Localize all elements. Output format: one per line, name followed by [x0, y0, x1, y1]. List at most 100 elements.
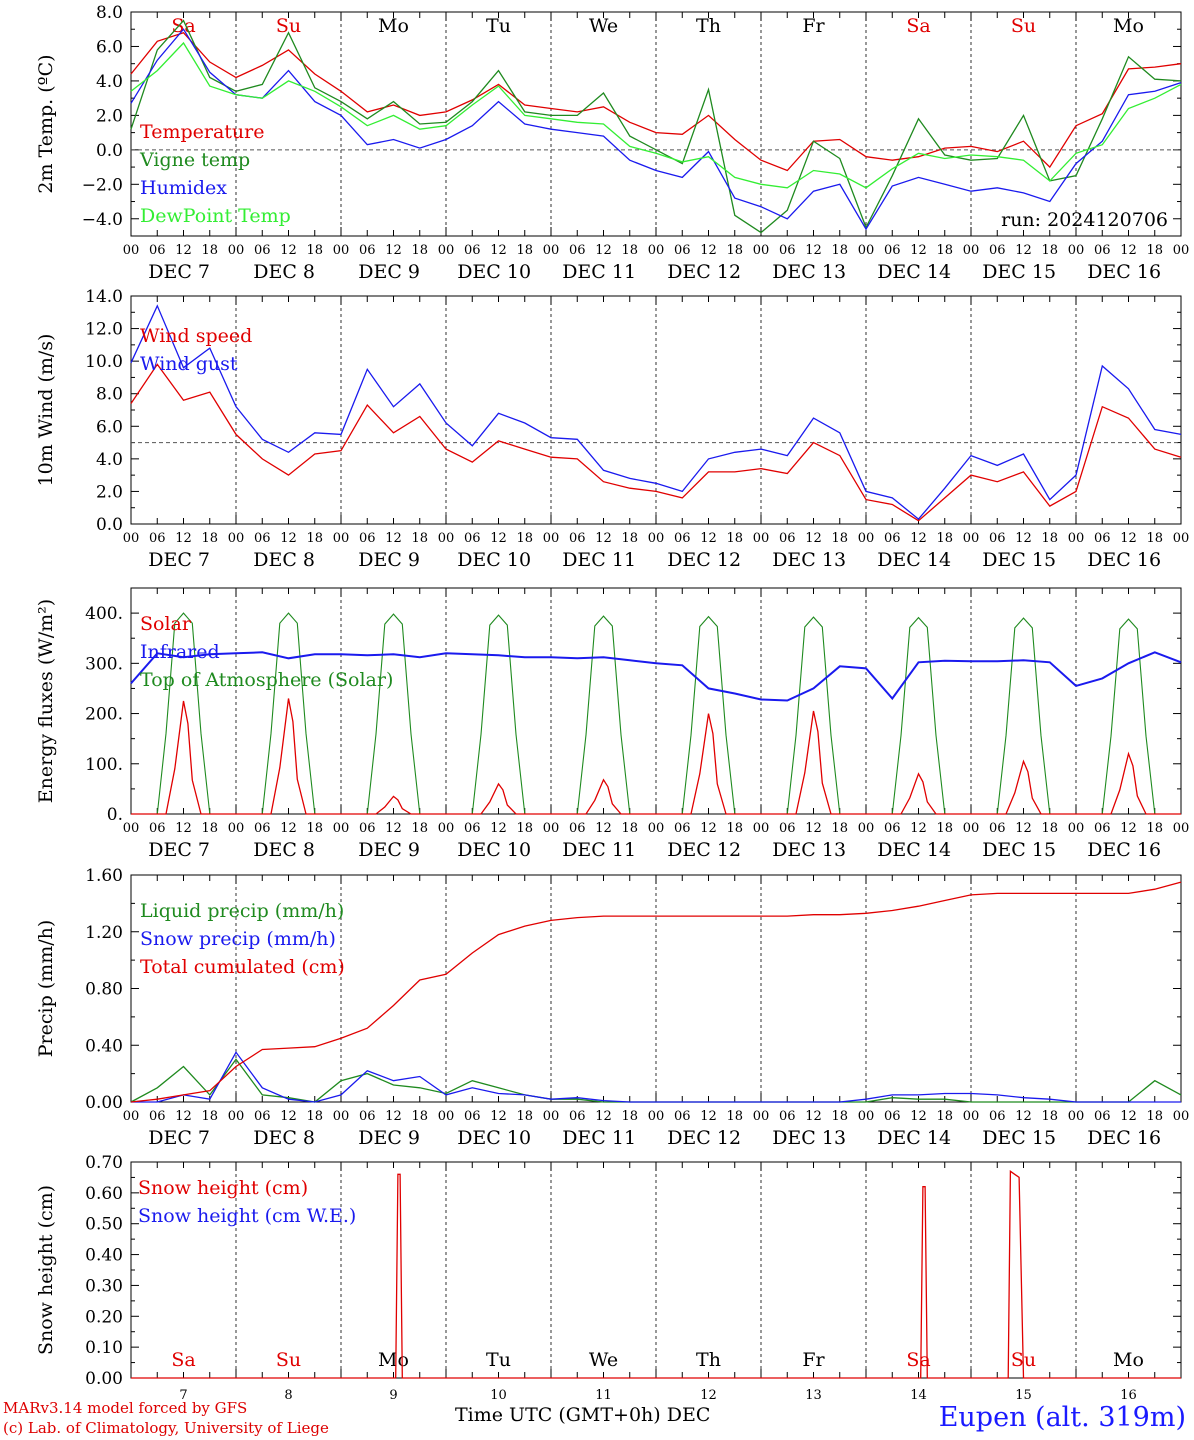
x-hour-label: 18 — [621, 821, 638, 836]
x-hour-label: 00 — [1173, 821, 1190, 836]
x-hour-label: 06 — [569, 243, 586, 258]
x-hour-label: 00 — [1173, 1109, 1190, 1124]
series-line-dewpoint-temp — [130, 41, 1182, 189]
x-hour-label: 18 — [411, 821, 428, 836]
weekday-label: We — [589, 15, 618, 37]
legend-entry: Total cumulated (cm) — [140, 956, 345, 978]
x-day-label: DEC 8 — [253, 261, 315, 283]
x-hour-label: 06 — [149, 821, 166, 836]
x-hour-label: 12 — [280, 531, 297, 546]
x-hour-label: 00 — [858, 1109, 875, 1124]
y-tick-label: 0.80 — [85, 980, 123, 1000]
x-hour-label: 12 — [175, 821, 192, 836]
x-hour-label: 12 — [1015, 243, 1032, 258]
y-tick-label: 2.0 — [96, 482, 123, 502]
weekday-label: Th — [696, 1349, 721, 1371]
x-day-label: DEC 10 — [457, 1127, 531, 1149]
x-day-label: DEC 10 — [457, 839, 531, 861]
x-day-label: DEC 8 — [253, 1127, 315, 1149]
weekday-label: Th — [696, 15, 721, 37]
x-hour-label: 18 — [201, 243, 218, 258]
x-day-label: DEC 7 — [148, 549, 210, 571]
x-hour-label: 12 — [910, 821, 927, 836]
x-hour-label: 12 — [910, 243, 927, 258]
x-hour-label: 00 — [753, 1109, 770, 1124]
y-tick-label: 10.0 — [85, 352, 123, 372]
x-hour-label: 18 — [201, 531, 218, 546]
x-day-label: DEC 8 — [253, 549, 315, 571]
x-hour-label: 12 — [700, 531, 717, 546]
x-hour-label: 06 — [569, 821, 586, 836]
x-hour-label: 00 — [1068, 1109, 1085, 1124]
x-hour-label: 06 — [1094, 243, 1111, 258]
x-hour-label: 00 — [858, 821, 875, 836]
x-hour-label: 00 — [963, 821, 980, 836]
x-hour-label: 18 — [1041, 531, 1058, 546]
x-day-label: DEC 8 — [253, 839, 315, 861]
x-hour-label: 18 — [726, 243, 743, 258]
x-day-label: 16 — [1120, 1388, 1137, 1403]
station-name: Eupen (alt. 319m) — [938, 1402, 1186, 1433]
weekday-label: Sa — [906, 1349, 930, 1371]
weekday-label: Tu — [486, 15, 511, 37]
x-day-label: DEC 14 — [877, 549, 951, 571]
x-hour-label: 06 — [254, 531, 271, 546]
x-hour-label: 18 — [516, 1109, 533, 1124]
y-tick-label: 1.20 — [85, 923, 123, 943]
x-hour-label: 18 — [621, 1109, 638, 1124]
x-hour-label: 18 — [411, 531, 428, 546]
x-hour-label: 06 — [359, 1109, 376, 1124]
y-axis-label: Energy fluxes (W/m²) — [35, 599, 57, 803]
y-tick-label: 200. — [85, 705, 123, 725]
x-hour-label: 06 — [254, 1109, 271, 1124]
x-hour-label: 18 — [306, 1109, 323, 1124]
x-hour-label: 06 — [779, 821, 796, 836]
x-hour-label: 18 — [831, 821, 848, 836]
x-day-label: DEC 7 — [148, 261, 210, 283]
x-hour-label: 18 — [201, 1109, 218, 1124]
x-hour-label: 12 — [280, 1109, 297, 1124]
x-hour-label: 18 — [936, 821, 953, 836]
legend-entry: Snow height (cm) — [138, 1177, 308, 1199]
x-hour-label: 00 — [648, 531, 665, 546]
y-tick-label: 400. — [85, 604, 123, 624]
x-hour-label: 00 — [123, 531, 140, 546]
y-tick-label: 4.0 — [96, 72, 123, 92]
x-hour-label: 00 — [228, 821, 245, 836]
x-hour-label: 12 — [805, 531, 822, 546]
x-day-label: DEC 16 — [1087, 261, 1161, 283]
series-line-total-cumulated-cm — [130, 881, 1182, 1103]
series-line-infrared — [130, 651, 1182, 702]
x-hour-label: 12 — [595, 243, 612, 258]
x-hour-label: 00 — [648, 243, 665, 258]
series-line-snow-precip-mm-h — [131, 1051, 1181, 1103]
x-hour-label: 06 — [989, 1109, 1006, 1124]
y-tick-label: 8.0 — [96, 385, 123, 405]
x-hour-label: 06 — [1094, 531, 1111, 546]
x-hour-label: 18 — [831, 531, 848, 546]
x-hour-label: 00 — [333, 243, 350, 258]
y-tick-label: 0.00 — [85, 1093, 123, 1113]
y-tick-label: 0.10 — [85, 1338, 123, 1358]
x-hour-label: 12 — [280, 821, 297, 836]
x-hour-label: 12 — [490, 531, 507, 546]
x-hour-label: 06 — [989, 531, 1006, 546]
weekday-label: Su — [276, 15, 301, 37]
x-hour-label: 06 — [464, 531, 481, 546]
weekday-label: We — [589, 1349, 618, 1371]
x-hour-label: 12 — [595, 821, 612, 836]
x-hour-label: 18 — [726, 531, 743, 546]
y-tick-label: 2.0 — [96, 106, 123, 126]
x-hour-label: 18 — [1146, 821, 1163, 836]
x-day-label: DEC 9 — [358, 261, 420, 283]
x-day-label: 12 — [700, 1388, 717, 1403]
legend-entry: Solar — [140, 613, 192, 635]
x-hour-label: 00 — [333, 1109, 350, 1124]
x-day-label: DEC 12 — [667, 1127, 741, 1149]
x-hour-label: 12 — [1015, 531, 1032, 546]
x-hour-label: 06 — [674, 1109, 691, 1124]
y-tick-label: 0.50 — [85, 1215, 123, 1235]
weekday-label: Mo — [378, 15, 409, 37]
x-hour-label: 12 — [490, 821, 507, 836]
x-hour-label: 18 — [726, 821, 743, 836]
